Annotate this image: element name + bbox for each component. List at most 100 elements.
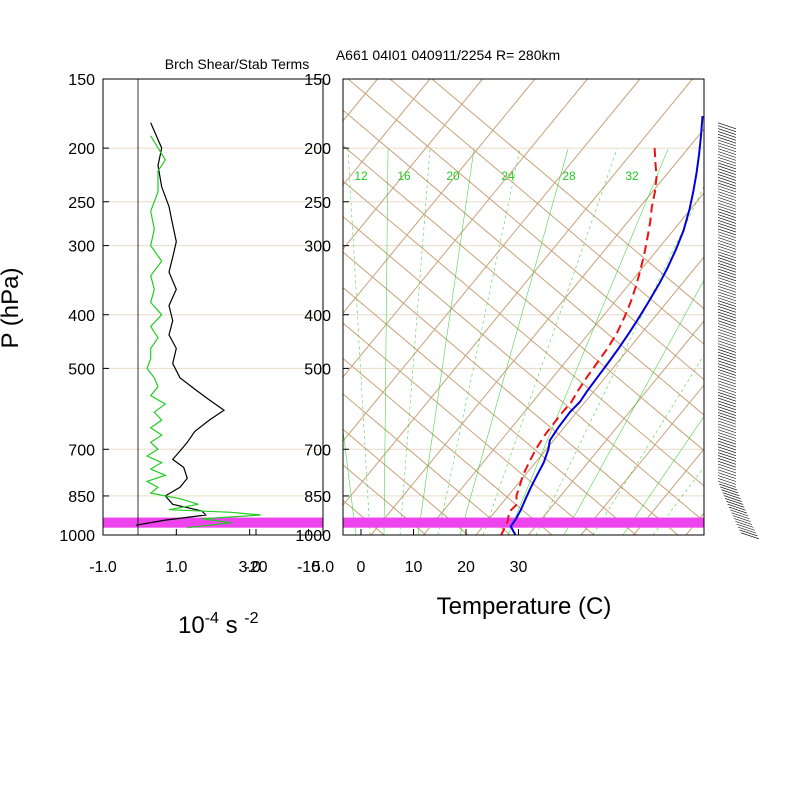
right-x-tick-label: 30 <box>510 559 528 576</box>
wind-barb <box>717 417 737 425</box>
left-title: Brch Shear/Stab Terms <box>165 56 309 72</box>
wind-barb <box>717 354 737 362</box>
wind-barb <box>717 159 737 167</box>
right-frame <box>342 78 705 536</box>
wind-barb <box>717 220 737 227</box>
wind-barb <box>717 177 737 184</box>
wind-barb <box>717 383 737 391</box>
wind-barb <box>717 443 737 451</box>
wind-barb <box>738 526 757 534</box>
wind-barb <box>717 337 737 345</box>
wind-barb <box>717 426 737 434</box>
mixing-ratio-line <box>383 148 389 535</box>
dry-adiabat-line <box>347 79 704 381</box>
right-x-axis-label: Temperature (C) <box>437 593 612 620</box>
wind-barb <box>717 268 737 276</box>
isotherm-line <box>423 192 704 535</box>
wind-barb <box>717 469 737 477</box>
wind-barb <box>717 280 737 287</box>
wind-barb <box>717 308 737 316</box>
wind-barb <box>717 363 737 370</box>
isotherm-line <box>685 512 704 535</box>
wind-barb <box>717 409 737 416</box>
mixing-ratio-label: 32 <box>625 169 639 183</box>
wind-barb <box>723 495 742 502</box>
wind-barb <box>717 306 737 313</box>
wind-barb <box>717 340 737 348</box>
mixing-ratio-labels: 12 16 20 24 28 32 <box>354 169 639 183</box>
wind-barb <box>717 263 737 270</box>
wind-barb <box>717 311 737 319</box>
wind-barb <box>717 397 737 405</box>
mixing-ratio-label: 24 <box>501 169 515 183</box>
isotherm-line <box>0 79 272 535</box>
skewt-background <box>0 79 704 535</box>
shear-term-line <box>145 135 261 529</box>
wind-barb <box>721 489 740 497</box>
mixing-ratio-label: 12 <box>354 169 368 183</box>
left-y-tick-label: 1000 <box>59 528 95 545</box>
wind-barb <box>735 521 754 528</box>
wind-barb <box>717 406 737 413</box>
wind-barb <box>717 242 737 250</box>
wind-barb <box>733 518 753 525</box>
dry-adiabat-line <box>343 428 469 535</box>
wind-barb <box>717 349 737 356</box>
wind-barb <box>717 131 737 138</box>
right-x-tick-label: 10 <box>405 559 423 576</box>
wind-barb <box>717 265 737 273</box>
isotherm-line <box>343 79 693 506</box>
dry-adiabat-line <box>343 322 595 535</box>
dry-adiabat-line <box>343 357 553 535</box>
left-x-tick-label: 3.0 <box>239 559 261 576</box>
wind-barb <box>717 142 737 150</box>
right-x-ticks: -20 -10 0 10 20 30 <box>244 529 528 576</box>
wind-barb <box>717 414 737 422</box>
wind-barb <box>717 377 737 385</box>
left-pressure-gridlines <box>103 147 323 497</box>
dry-adiabat-line <box>431 79 704 310</box>
wind-barb <box>717 165 737 173</box>
wind-barb <box>717 478 737 485</box>
right-y-tick-label: 850 <box>304 489 331 506</box>
mixing-ratio-line <box>399 148 431 535</box>
wind-barb <box>732 515 751 522</box>
wind-barb <box>728 506 747 514</box>
wind-barb <box>717 291 737 299</box>
right-highlight-band <box>343 517 704 528</box>
wind-barb <box>717 371 737 379</box>
wind-barb <box>717 294 737 302</box>
wind-barb <box>717 231 737 239</box>
mixing-ratio-line <box>652 466 704 535</box>
wind-barb <box>717 254 737 261</box>
left-x-tick-label: 1.0 <box>165 559 187 576</box>
dry-adiabat-line <box>0 79 342 535</box>
wind-barb <box>717 463 737 471</box>
isotherm-line <box>343 79 641 442</box>
left-y-tick-label: 150 <box>68 72 95 89</box>
wind-barb <box>717 136 737 144</box>
wind-barb <box>739 529 758 537</box>
mixing-ratio-line <box>343 428 357 535</box>
wind-barb <box>717 452 737 459</box>
wind-barb <box>717 297 737 305</box>
right-y-tick-label: 400 <box>304 308 331 325</box>
wind-barb <box>717 380 737 388</box>
wind-barb <box>717 432 737 439</box>
wind-barb <box>717 145 737 153</box>
wind-barb <box>717 197 737 204</box>
wind-barb <box>717 240 737 247</box>
wind-barb <box>717 202 737 210</box>
temperature-profile-line <box>509 116 704 535</box>
wind-barb <box>717 346 737 353</box>
left-y-ticks: 150 200 250 300 400 500 700 850 1000 <box>59 72 109 545</box>
dry-adiabat-line <box>343 393 511 535</box>
isotherm-line <box>343 79 588 378</box>
wind-barb <box>717 455 737 462</box>
mixing-ratio-label: 16 <box>397 169 411 183</box>
wind-barb <box>717 185 737 193</box>
left-x-tick-label: -1.0 <box>89 559 117 576</box>
mixing-ratio-label: 28 <box>562 169 576 183</box>
isotherm-line <box>343 79 483 250</box>
wind-barb <box>727 503 746 511</box>
